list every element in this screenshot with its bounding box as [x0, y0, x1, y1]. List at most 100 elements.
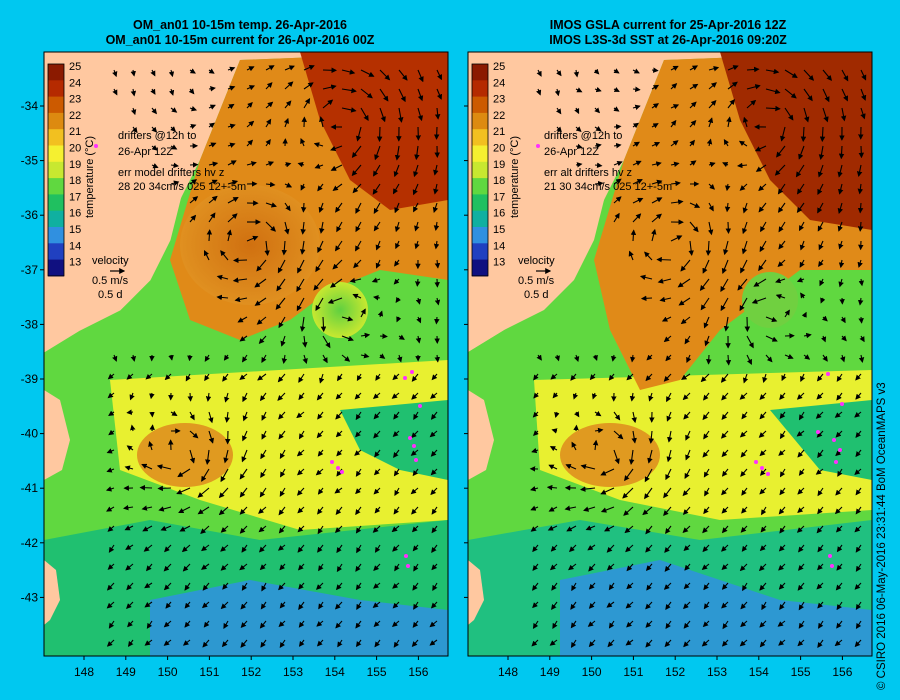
- current-vector: [148, 440, 154, 451]
- right-axis-labels: 148 149 150 151 152 153 154 155 156: [464, 105, 853, 679]
- current-vector: [611, 354, 617, 362]
- current-vector: [393, 278, 400, 285]
- current-vector: [355, 563, 362, 572]
- current-vector: [646, 354, 653, 361]
- current-vector: [164, 544, 172, 553]
- current-vector: [623, 506, 634, 516]
- current-vector: [156, 464, 172, 470]
- current-vector: [739, 183, 748, 191]
- left-title-line2: OM_an01 10-15m current for 26-Apr-2016 0…: [105, 33, 375, 47]
- current-vector: [680, 373, 691, 380]
- current-vector: [144, 582, 153, 589]
- current-vector: [278, 316, 286, 329]
- current-vector: [834, 639, 843, 647]
- current-vector: [280, 468, 286, 478]
- current-vector: [645, 563, 653, 572]
- current-vector: [702, 449, 710, 458]
- current-vector: [417, 88, 424, 102]
- current-vector: [142, 525, 153, 532]
- lat-tick-label: -37: [21, 263, 39, 277]
- current-vector: [106, 448, 115, 454]
- current-vector: [570, 620, 577, 629]
- right-colorbar: [471, 63, 489, 277]
- left-map-frame: [43, 51, 449, 657]
- current-vector: [355, 620, 362, 629]
- current-vector: [803, 354, 811, 360]
- current-vector: [801, 311, 807, 318]
- current-vector: [532, 620, 539, 630]
- current-vector: [775, 277, 786, 284]
- current-vector: [203, 620, 210, 628]
- current-vector: [221, 639, 229, 648]
- current-vector: [372, 525, 381, 533]
- current-vector: [410, 487, 419, 495]
- current-vector: [176, 487, 191, 495]
- current-vector: [146, 620, 153, 629]
- colorbar-swatch: [48, 178, 64, 195]
- current-vector: [684, 468, 691, 479]
- current-vector: [373, 430, 381, 439]
- current-vector: [721, 639, 729, 647]
- current-vector: [239, 468, 248, 480]
- current-vector: [746, 335, 754, 349]
- current-vector: [759, 240, 767, 253]
- current-vector: [184, 601, 191, 609]
- current-vector: [220, 544, 229, 552]
- current-vector: [227, 179, 239, 186]
- current-vector: [778, 240, 786, 250]
- current-vector: [817, 487, 824, 497]
- current-vector: [261, 582, 267, 592]
- current-vector: [632, 213, 642, 223]
- current-vector: [651, 84, 660, 91]
- current-vector: [800, 126, 807, 143]
- current-vector: [571, 582, 577, 592]
- current-vector: [297, 525, 305, 533]
- current-vector: [532, 601, 539, 609]
- current-vector: [143, 544, 153, 552]
- current-vector: [530, 486, 539, 492]
- current-vector: [227, 66, 236, 72]
- current-vector: [592, 439, 599, 451]
- current-vector: [227, 213, 238, 223]
- current-vector: [411, 373, 419, 382]
- current-vector: [163, 563, 172, 572]
- current-vector: [855, 373, 862, 381]
- current-vector: [336, 373, 343, 382]
- current-vector: [700, 297, 710, 311]
- current-vector: [663, 582, 672, 590]
- current-vector: [431, 544, 438, 553]
- current-vector: [751, 297, 767, 304]
- current-vector: [106, 639, 115, 647]
- current-vector: [651, 179, 663, 186]
- current-vector: [411, 430, 419, 439]
- current-vector: [246, 102, 253, 109]
- current-vector: [779, 392, 786, 400]
- current-vector: [796, 277, 805, 283]
- current-vector: [336, 468, 343, 477]
- current-vector: [227, 196, 239, 204]
- current-vector: [779, 430, 786, 440]
- current-vector: [144, 601, 153, 608]
- current-vector: [799, 259, 805, 268]
- current-vector: [784, 353, 794, 360]
- current-vector: [206, 229, 213, 242]
- current-vector: [417, 107, 423, 122]
- current-vector: [738, 140, 748, 147]
- current-vector: [265, 82, 273, 90]
- current-vector: [177, 468, 191, 478]
- current-vector: [204, 354, 210, 362]
- current-vector: [552, 392, 559, 399]
- current-vector: [855, 506, 862, 515]
- current-vector: [625, 601, 634, 609]
- current-vector: [625, 639, 634, 646]
- current-vector: [753, 278, 767, 287]
- current-vector: [413, 411, 419, 420]
- current-vector: [298, 373, 305, 383]
- colorbar-swatch: [472, 96, 488, 114]
- current-vector: [317, 449, 324, 457]
- current-vector: [341, 316, 354, 322]
- current-vector: [373, 468, 381, 476]
- current-vector: [316, 430, 324, 439]
- current-vector: [626, 563, 634, 572]
- current-vector: [818, 240, 824, 251]
